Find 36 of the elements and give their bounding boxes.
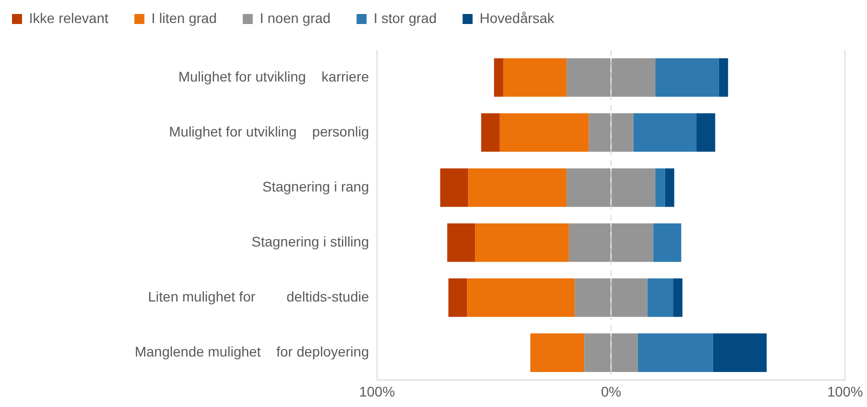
bar xyxy=(468,168,567,207)
bar xyxy=(656,168,665,207)
x-tick-label: 0% xyxy=(600,383,622,400)
bar xyxy=(718,58,728,97)
legend-label: I noen grad xyxy=(260,10,331,26)
bar xyxy=(633,113,696,152)
y-tick-label: Manglende mulighet for deployering xyxy=(134,344,369,360)
bar xyxy=(653,223,682,262)
bar xyxy=(448,278,468,317)
bar xyxy=(500,113,589,152)
bar xyxy=(494,58,504,97)
legend-label: I liten grad xyxy=(151,10,217,26)
y-tick-label: Liten mulighet for deltids-studie xyxy=(148,288,370,305)
bar xyxy=(647,278,674,317)
y-tick-label: Mulighet for utvikling personlig xyxy=(169,123,369,140)
x-tick-label: 100% xyxy=(359,383,395,400)
bar xyxy=(656,58,719,97)
bar xyxy=(475,223,569,262)
bar xyxy=(712,333,767,372)
bar xyxy=(638,333,713,372)
bar xyxy=(467,278,575,317)
y-tick-label: Mulighet for utvikling karriere xyxy=(178,68,370,84)
bar xyxy=(673,278,682,317)
bar xyxy=(440,168,468,207)
bar xyxy=(664,168,674,207)
y-tick-label: Stagnering i rang xyxy=(262,178,369,194)
bar xyxy=(530,333,584,372)
legend-label: Hovedårsak xyxy=(480,10,556,26)
bar xyxy=(447,223,476,262)
bar xyxy=(503,58,567,97)
bar xyxy=(481,113,500,152)
legend-label: I stor grad xyxy=(374,10,437,26)
x-tick-label: 100% xyxy=(827,383,864,400)
y-tick-label: Stagnering i stilling xyxy=(251,233,369,250)
legend-label: Ikke relevant xyxy=(29,10,108,26)
bar xyxy=(696,113,716,152)
